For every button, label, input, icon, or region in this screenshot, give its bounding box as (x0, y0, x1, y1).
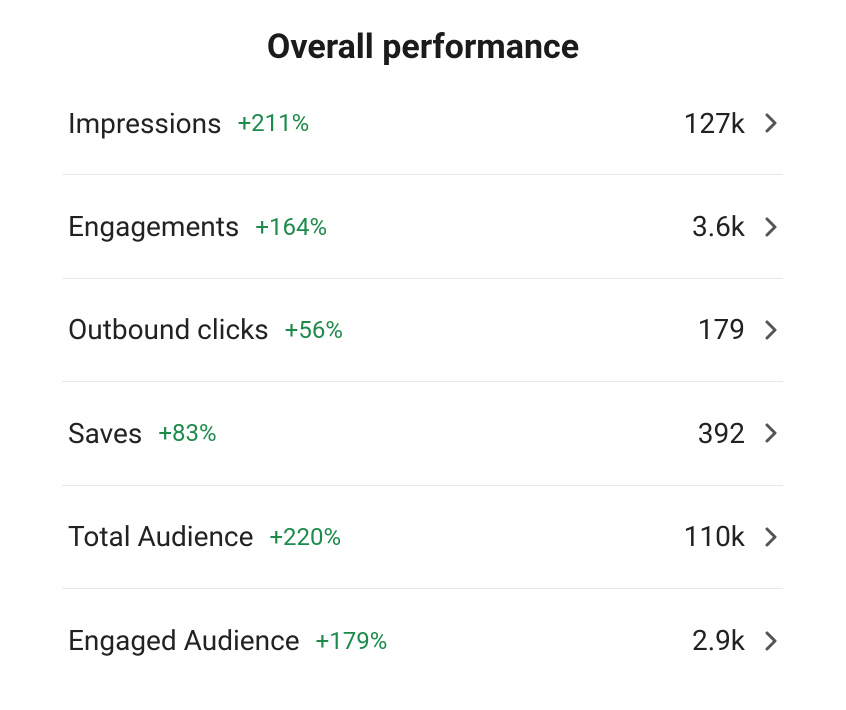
title: Overall performance (266, 27, 580, 67)
metric-row[interactable]: Outbound clicks +56% 179 (62, 279, 783, 383)
metric-row[interactable]: Impressions +211% 127k (62, 72, 783, 176)
metric-label: Impressions (68, 106, 222, 140)
metric-row[interactable]: Engaged Audience +179% 2.9k (62, 589, 783, 692)
metric-row[interactable]: Engagements +164% 3.6k (62, 175, 783, 279)
chevron-icon (765, 217, 777, 237)
metric-change: +56% (284, 315, 343, 344)
chevron-icon (765, 113, 777, 133)
metric-value: 179 (697, 313, 745, 347)
chevron-icon (765, 320, 777, 340)
chevron-icon (765, 631, 777, 651)
metric-value: 3.6k (691, 210, 745, 244)
metric-change: +220% (269, 522, 342, 551)
metric-value: 2.9k (691, 624, 745, 658)
metric-change: +83% (158, 419, 217, 448)
metric-list: Impressions +211% 127k Engagements +164% 3.6k… (62, 72, 783, 692)
metric-change: +179% (315, 626, 388, 655)
chevron-icon (765, 423, 777, 443)
metric-change: +211% (237, 109, 310, 138)
metric-label: Outbound clicks (68, 313, 269, 347)
metric-value: 392 (697, 416, 745, 450)
metric-label: Engaged Audience (68, 624, 300, 658)
metric-row[interactable]: Total Audience +220% 110k (62, 486, 783, 589)
metric-label: Total Audience (68, 520, 254, 554)
metric-label: Engagements (68, 210, 240, 244)
metric-label: Saves (68, 416, 143, 450)
metric-change: +164% (255, 212, 328, 241)
metric-row[interactable]: Saves +83% 392 (62, 382, 783, 486)
metric-value: 127k (683, 106, 745, 140)
chevron-icon (765, 527, 777, 547)
metric-value: 110k (683, 520, 745, 554)
